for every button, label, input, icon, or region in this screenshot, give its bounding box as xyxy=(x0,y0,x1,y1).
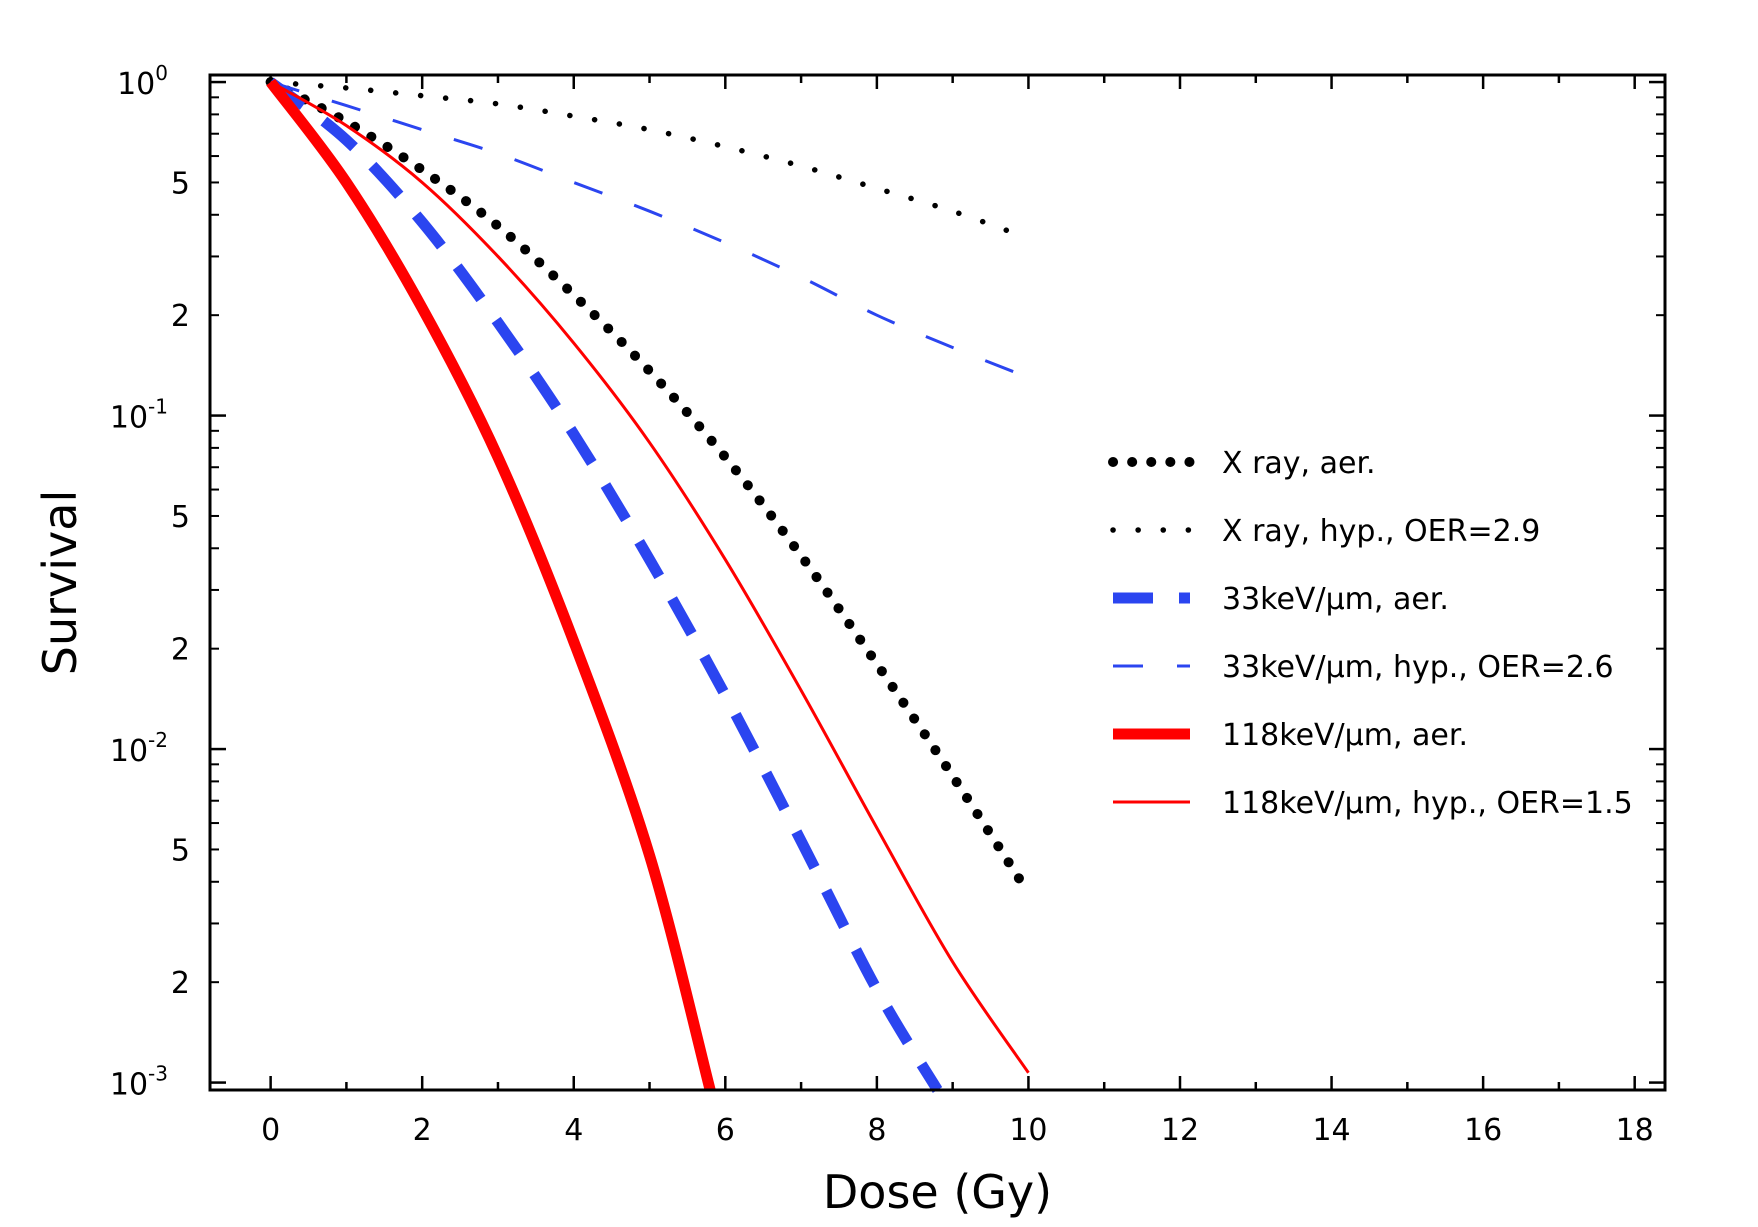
y-minor-tick-label: 5 xyxy=(171,500,190,535)
tick-labels: 0 2 4 6 8 10 12 14 16 18 100 10-1 10-2 10-3 5 2 5 2 5 2 xyxy=(110,61,1654,1148)
series-line-5 xyxy=(266,78,716,1092)
x-tick-label: 4 xyxy=(564,1113,583,1148)
legend-label-5: 118keV/μm, aer. xyxy=(1222,718,1468,753)
legend-label-2: X ray, hyp., OER=2.9 xyxy=(1222,514,1540,549)
data-series xyxy=(265,77,1034,1093)
y-minor-tick-label: 2 xyxy=(171,633,190,668)
series-line-4 xyxy=(270,80,1029,379)
y-major-tick-label: 100 xyxy=(117,61,168,102)
legend-label-1: X ray, aer. xyxy=(1222,446,1376,481)
x-axis-title: Dose (Gy) xyxy=(823,1165,1052,1219)
x-tick-label: 12 xyxy=(1161,1113,1199,1148)
legend-label-6: 118keV/μm, hyp., OER=1.5 xyxy=(1222,786,1633,821)
series-line-6 xyxy=(269,80,1030,1074)
x-tick-label: 2 xyxy=(413,1113,432,1148)
y-major-tick-label: 10-3 xyxy=(110,1062,168,1103)
legend-label-3: 33keV/μm, aer. xyxy=(1222,582,1449,617)
legend-label-4: 33keV/μm, hyp., OER=2.6 xyxy=(1222,650,1614,685)
y-minor-tick-label: 5 xyxy=(171,166,190,201)
x-tick-label: 14 xyxy=(1312,1113,1350,1148)
plot-frame xyxy=(208,73,1667,1092)
x-tick-label: 8 xyxy=(867,1113,886,1148)
legend: X ray, aer. X ray, hyp., OER=2.9 33keV/μm,… xyxy=(1108,446,1633,821)
x-tick-label: 16 xyxy=(1464,1113,1502,1148)
x-tick-label: 6 xyxy=(716,1113,735,1148)
series-line-3 xyxy=(267,77,943,1093)
y-minor-tick-label: 2 xyxy=(171,966,190,1001)
y-axis-title: Survival xyxy=(33,490,87,675)
y-major-tick-label: 10-2 xyxy=(110,728,168,769)
y-major-tick-label: 10-1 xyxy=(110,395,168,436)
y-minor-tick-label: 2 xyxy=(171,299,190,334)
y-minor-tick-label: 5 xyxy=(171,833,190,868)
x-tick-label: 10 xyxy=(1009,1113,1047,1148)
x-tick-label: 0 xyxy=(261,1113,280,1148)
x-tick-label: 18 xyxy=(1616,1113,1654,1148)
